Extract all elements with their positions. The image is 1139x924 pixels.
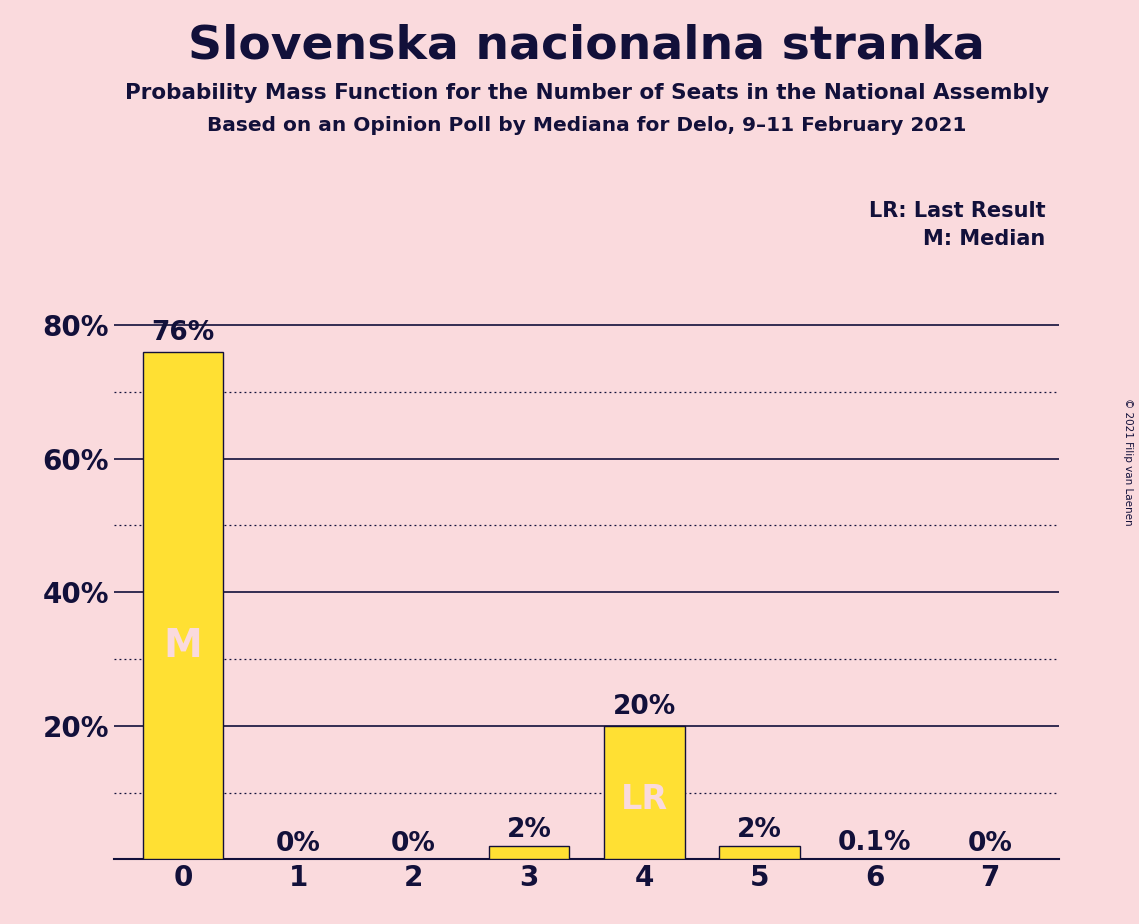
Text: Probability Mass Function for the Number of Seats in the National Assembly: Probability Mass Function for the Number… — [124, 83, 1049, 103]
Text: 2%: 2% — [737, 817, 782, 843]
Text: Slovenska nacionalna stranka: Slovenska nacionalna stranka — [188, 23, 985, 68]
Text: Based on an Opinion Poll by Mediana for Delo, 9–11 February 2021: Based on an Opinion Poll by Mediana for … — [207, 116, 966, 136]
Bar — [719, 846, 800, 859]
Text: LR: LR — [621, 783, 667, 816]
Bar — [142, 352, 223, 859]
Text: 76%: 76% — [151, 321, 214, 346]
Text: 0%: 0% — [968, 831, 1013, 857]
Text: M: Median: M: Median — [924, 229, 1046, 249]
Text: 0%: 0% — [276, 831, 321, 857]
Bar — [489, 846, 570, 859]
Text: 20%: 20% — [613, 695, 675, 721]
Text: M: M — [164, 627, 203, 665]
Bar — [604, 725, 685, 859]
Text: 0.1%: 0.1% — [838, 830, 911, 856]
Text: 2%: 2% — [507, 817, 551, 843]
Text: © 2021 Filip van Laenen: © 2021 Filip van Laenen — [1123, 398, 1132, 526]
Text: LR: Last Result: LR: Last Result — [869, 201, 1046, 222]
Text: 0%: 0% — [391, 831, 436, 857]
